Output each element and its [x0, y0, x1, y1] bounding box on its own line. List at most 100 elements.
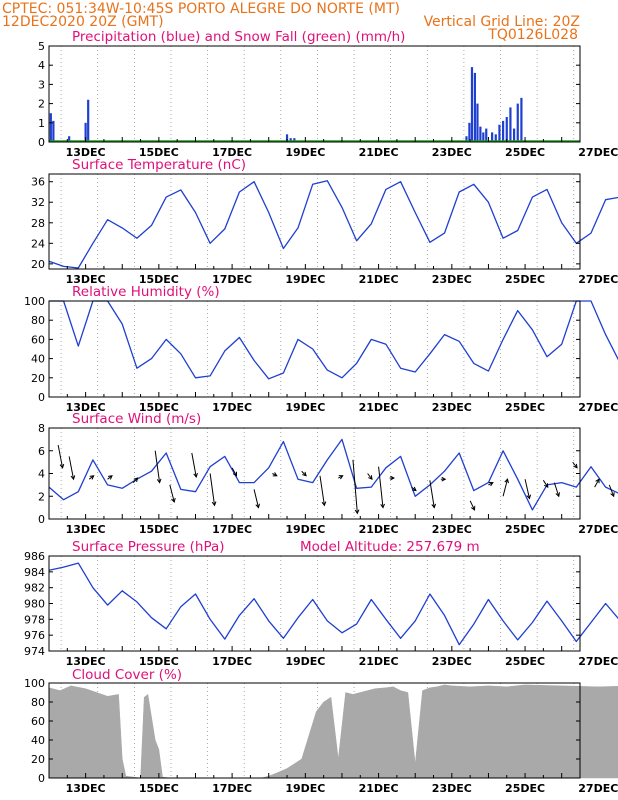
x-tick-label: 21DEC — [359, 401, 399, 414]
y-tick-label: 984 — [24, 566, 45, 579]
y-tick-label: 974 — [24, 645, 45, 658]
x-tick-label: 15DEC — [139, 401, 179, 414]
y-tick-label: 20 — [31, 372, 45, 385]
header-grid-line: Vertical Grid Line: 20Z — [424, 14, 580, 30]
y-tick-label: 0 — [38, 513, 45, 526]
precip-bar — [52, 120, 55, 142]
temperature-panel: Surface Temperature (nC) 20 24 28 32 36 13DEC… — [31, 157, 618, 286]
y-tick-label: 32 — [31, 196, 45, 209]
wind-arrow — [429, 480, 437, 509]
x-tick-label: 25DEC — [505, 655, 545, 668]
series-line — [48, 180, 618, 269]
wind-arrow — [88, 475, 95, 480]
precip-bar — [68, 136, 71, 142]
x-tick-label: 27DEC — [578, 401, 618, 414]
cloud-cover-title: Cloud Cover (%) — [72, 667, 182, 683]
humidity-panel: Relative Humidity (%) 0 20 40 60 80 100 13DEC 1… — [24, 284, 618, 414]
wind-arrow — [608, 484, 615, 498]
plot-frame — [48, 427, 581, 520]
y-tick-label: 40 — [31, 734, 45, 747]
y-tick-label: 1 — [38, 117, 45, 130]
x-tick-label: 23DEC — [432, 401, 472, 414]
header-station: CPTEC: 051:34W-10:45S PORTO ALEGRE DO NO… — [2, 1, 400, 17]
x-tick-label: 19DEC — [285, 146, 325, 159]
x-tick-label: 21DEC — [359, 782, 399, 795]
y-tick-label: 986 — [24, 550, 45, 563]
x-tick-label: 21DEC — [359, 655, 399, 668]
y-tick-label: 28 — [31, 217, 45, 230]
x-tick-label: 23DEC — [432, 655, 472, 668]
y-tick-label: 2 — [38, 98, 45, 111]
cloud-cover-panel: Cloud Cover (%) 0 20 40 60 80 100 13DEC 15DEC 17… — [24, 667, 618, 795]
model-altitude: Model Altitude: 257.679 m — [300, 539, 480, 555]
header-model: TQ0126L028 — [487, 27, 578, 43]
wind-arrow — [440, 476, 447, 482]
x-tick-label: 19DEC — [285, 655, 325, 668]
precipitation-title: Precipitation (blue) and Snow Fall (gree… — [72, 29, 405, 45]
wind-arrow — [231, 467, 238, 477]
x-tick-label: 17DEC — [212, 523, 252, 536]
plot-frame — [48, 300, 581, 398]
precip-bar — [516, 103, 519, 142]
series-line — [48, 562, 618, 646]
header-datetime: 12DEC2020 20Z (GMT) — [2, 14, 164, 30]
precip-bar — [512, 128, 516, 142]
wind-arrow — [209, 473, 217, 507]
y-tick-label: 4 — [38, 59, 45, 72]
x-tick-label: 19DEC — [285, 523, 325, 536]
y-tick-label: 982 — [24, 582, 45, 595]
precip-bar — [87, 99, 90, 142]
precip-bar — [289, 138, 292, 142]
wind-arrow — [469, 500, 476, 511]
wind-arrow — [411, 486, 417, 492]
x-tick-label: 25DEC — [505, 523, 545, 536]
wind-arrow — [253, 489, 260, 509]
temperature-title: Surface Temperature (nC) — [72, 157, 246, 173]
plot-frame — [48, 45, 581, 143]
precip-bar — [285, 134, 289, 142]
wind-arrow — [107, 475, 113, 480]
humidity-title: Relative Humidity (%) — [72, 284, 220, 300]
precip-bar — [84, 122, 87, 142]
x-tick-label: 13DEC — [66, 782, 106, 795]
precip-bar — [498, 124, 501, 142]
wind-arrow — [338, 475, 344, 480]
y-tick-label: 6 — [38, 445, 45, 458]
y-tick-label: 8 — [38, 422, 45, 435]
x-tick-label: 17DEC — [212, 146, 252, 159]
wind-arrow — [352, 459, 360, 515]
wind-arrow — [272, 472, 278, 477]
wind-arrow — [367, 473, 373, 481]
wind-arrow — [524, 479, 532, 500]
x-tick-label: 13DEC — [66, 655, 106, 668]
wind-arrow — [553, 482, 561, 498]
precip-bar — [491, 132, 494, 142]
x-tick-label: 27DEC — [578, 523, 618, 536]
wind-arrow — [132, 477, 139, 483]
x-tick-label: 25DEC — [505, 146, 545, 159]
x-tick-label: 15DEC — [139, 273, 179, 286]
y-tick-label: 80 — [31, 314, 45, 327]
precip-bar — [520, 97, 523, 142]
precip-bar — [485, 128, 488, 142]
x-tick-label: 23DEC — [432, 782, 472, 795]
y-tick-label: 80 — [31, 696, 45, 709]
y-tick-label: 24 — [31, 237, 45, 250]
x-tick-label: 23DEC — [432, 523, 472, 536]
x-tick-label: 19DEC — [285, 401, 325, 414]
wind-arrow — [389, 475, 396, 481]
wind-arrow — [378, 466, 385, 509]
x-tick-label: 13DEC — [66, 146, 106, 159]
wind-arrow — [191, 452, 198, 478]
x-tick-label: 23DEC — [432, 273, 472, 286]
x-tick-label: 25DEC — [505, 782, 545, 795]
x-tick-label: 25DEC — [505, 401, 545, 414]
x-tick-label: 17DEC — [212, 782, 252, 795]
pressure-panel: Surface Pressure (hPa) Model Altitude: 2… — [24, 539, 618, 668]
precip-bar — [293, 138, 296, 142]
x-tick-label: 27DEC — [578, 273, 618, 286]
y-tick-label: 20 — [31, 258, 45, 271]
wind-arrow — [572, 461, 578, 469]
wind-arrow — [502, 478, 509, 497]
